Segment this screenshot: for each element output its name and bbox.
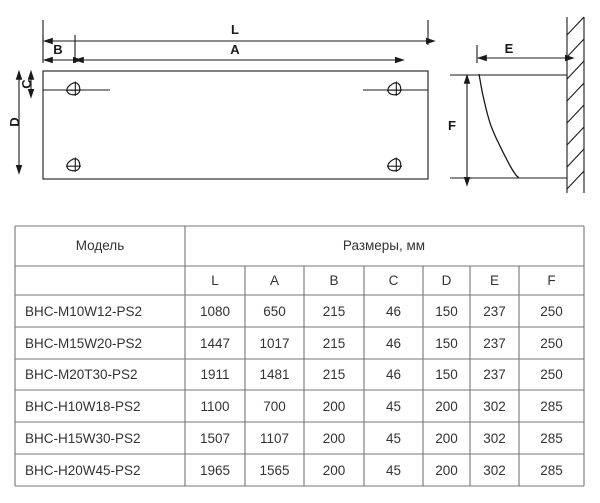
svg-text:BHC-H15W30-PS2: BHC-H15W30-PS2 — [25, 431, 141, 446]
svg-text:C: C — [19, 79, 34, 89]
svg-text:BHC-M10W12-PS2: BHC-M10W12-PS2 — [25, 304, 142, 319]
svg-text:A: A — [230, 42, 240, 57]
svg-text:E: E — [505, 41, 514, 56]
svg-text:45: 45 — [386, 431, 401, 446]
svg-text:46: 46 — [386, 336, 401, 351]
svg-text:200: 200 — [323, 463, 346, 478]
svg-text:D: D — [442, 273, 452, 288]
svg-text:1965: 1965 — [200, 463, 230, 478]
svg-text:B: B — [329, 273, 338, 288]
svg-text:215: 215 — [323, 367, 346, 382]
svg-text:200: 200 — [435, 463, 458, 478]
svg-text:B: B — [53, 42, 62, 57]
svg-text:1507: 1507 — [200, 431, 230, 446]
svg-text:L: L — [211, 273, 219, 288]
svg-text:285: 285 — [540, 463, 563, 478]
svg-text:1107: 1107 — [260, 431, 289, 446]
svg-text:215: 215 — [323, 304, 346, 319]
svg-text:650: 650 — [263, 304, 286, 319]
svg-text:1447: 1447 — [200, 336, 230, 351]
svg-text:BHC-M20T30-PS2: BHC-M20T30-PS2 — [25, 367, 138, 382]
svg-text:F: F — [448, 118, 456, 133]
svg-text:150: 150 — [435, 336, 458, 351]
svg-text:150: 150 — [435, 367, 458, 382]
svg-text:250: 250 — [540, 336, 563, 351]
svg-text:45: 45 — [386, 463, 401, 478]
svg-text:237: 237 — [483, 336, 506, 351]
svg-text:1017: 1017 — [259, 336, 289, 351]
svg-text:46: 46 — [386, 367, 401, 382]
svg-text:237: 237 — [483, 367, 506, 382]
svg-text:Размеры, мм: Размеры, мм — [343, 238, 425, 253]
svg-text:200: 200 — [323, 399, 346, 414]
svg-text:150: 150 — [435, 304, 458, 319]
svg-text:1911: 1911 — [200, 367, 229, 382]
svg-text:BHC-M15W20-PS2: BHC-M15W20-PS2 — [25, 336, 142, 351]
svg-text:F: F — [547, 273, 555, 288]
svg-text:1080: 1080 — [200, 304, 230, 319]
svg-text:1100: 1100 — [200, 399, 229, 414]
svg-text:45: 45 — [386, 399, 401, 414]
svg-text:D: D — [7, 117, 22, 126]
svg-text:237: 237 — [483, 304, 506, 319]
svg-text:200: 200 — [323, 431, 346, 446]
svg-text:250: 250 — [540, 304, 563, 319]
svg-text:302: 302 — [483, 463, 506, 478]
svg-text:BHC-H20W45-PS2: BHC-H20W45-PS2 — [25, 463, 141, 478]
svg-text:250: 250 — [540, 367, 563, 382]
svg-text:285: 285 — [540, 399, 563, 414]
svg-text:BHC-H10W18-PS2: BHC-H10W18-PS2 — [25, 399, 141, 414]
svg-text:A: A — [270, 273, 279, 288]
svg-text:Модель: Модель — [76, 238, 124, 253]
svg-text:46: 46 — [386, 304, 401, 319]
svg-text:E: E — [490, 273, 499, 288]
svg-text:1565: 1565 — [259, 463, 289, 478]
svg-text:L: L — [231, 22, 239, 37]
svg-text:1481: 1481 — [259, 367, 289, 382]
svg-text:200: 200 — [435, 399, 458, 414]
svg-text:C: C — [389, 273, 399, 288]
svg-text:700: 700 — [263, 399, 286, 414]
svg-text:200: 200 — [435, 431, 458, 446]
svg-text:285: 285 — [540, 431, 563, 446]
svg-text:302: 302 — [483, 431, 506, 446]
svg-text:302: 302 — [483, 399, 506, 414]
svg-text:215: 215 — [323, 336, 346, 351]
